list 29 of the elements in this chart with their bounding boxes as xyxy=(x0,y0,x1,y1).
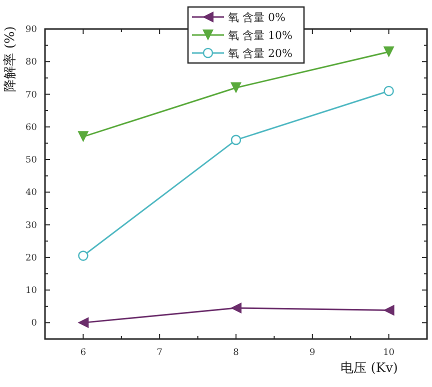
x-tick-label: 10 xyxy=(383,348,395,358)
y-tick-label: 50 xyxy=(26,156,38,166)
y-tick-label: 90 xyxy=(26,25,38,35)
x-tick-label: 7 xyxy=(156,348,163,358)
point xyxy=(78,131,89,142)
x-tick-label: 8 xyxy=(233,348,240,358)
point xyxy=(230,134,242,146)
point xyxy=(78,317,89,328)
legend-label: 氧 含量 0% xyxy=(228,11,286,24)
x-tick-label: 9 xyxy=(310,348,316,358)
x-axis-title: 电压 (Kv) xyxy=(340,361,398,376)
y-tick-label: 0 xyxy=(31,318,38,329)
y-axis-title: 降解率 (%) xyxy=(2,26,18,92)
x-tick-label: 6 xyxy=(80,348,86,358)
legend-label: 氧 含量 20% xyxy=(228,47,292,60)
y-tick-label: 10 xyxy=(26,286,38,296)
point xyxy=(78,250,88,261)
point xyxy=(230,302,242,314)
y-tick-label: 30 xyxy=(26,220,38,231)
y-tick-label: 20 xyxy=(26,253,38,264)
point xyxy=(384,86,394,96)
y-tick-label: 40 xyxy=(26,188,38,198)
y-tick-label: 70 xyxy=(26,90,38,100)
point xyxy=(383,304,394,316)
legend-label: 氧 含量 10% xyxy=(228,29,292,42)
point xyxy=(230,82,242,94)
y-tick-label: 80 xyxy=(26,58,38,68)
point xyxy=(383,46,394,58)
y-tick-label: 60 xyxy=(26,122,38,133)
